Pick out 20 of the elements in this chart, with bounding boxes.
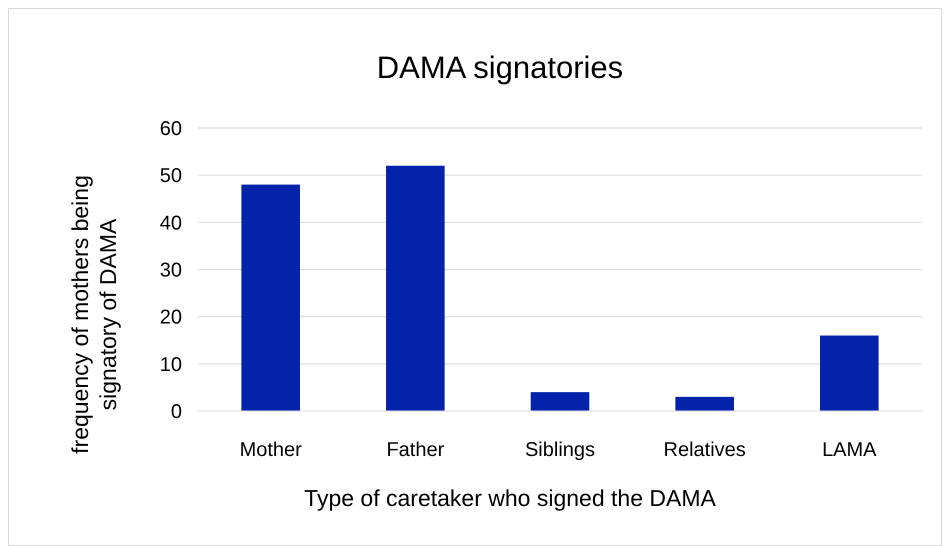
y-axis-title: frequency of mothers being signatory of DAMA <box>67 175 121 454</box>
bar <box>241 184 300 411</box>
y-tick-label: 50 <box>160 165 182 188</box>
bar <box>530 392 590 411</box>
chart-title: DAMA signatories <box>376 50 624 85</box>
x-tick-label: Siblings <box>524 439 596 461</box>
y-tick-label: 40 <box>160 212 182 234</box>
x-tick-label: Mother <box>240 439 302 461</box>
x-axis-title: Type of caretaker who signed the DAMA <box>304 485 716 511</box>
y-tick-label: 0 <box>170 401 182 423</box>
y-tick-label: 10 <box>160 354 182 376</box>
bar <box>386 166 445 411</box>
y-tick-label: 20 <box>160 306 182 329</box>
bar <box>675 396 734 411</box>
x-tick-label: LAMA <box>822 439 878 461</box>
y-tick-label: 60 <box>160 118 182 140</box>
bar <box>820 336 879 411</box>
x-tick-label: Father <box>386 439 445 461</box>
x-tick-label: Relatives <box>664 439 746 461</box>
y-tick-label: 30 <box>160 260 182 282</box>
